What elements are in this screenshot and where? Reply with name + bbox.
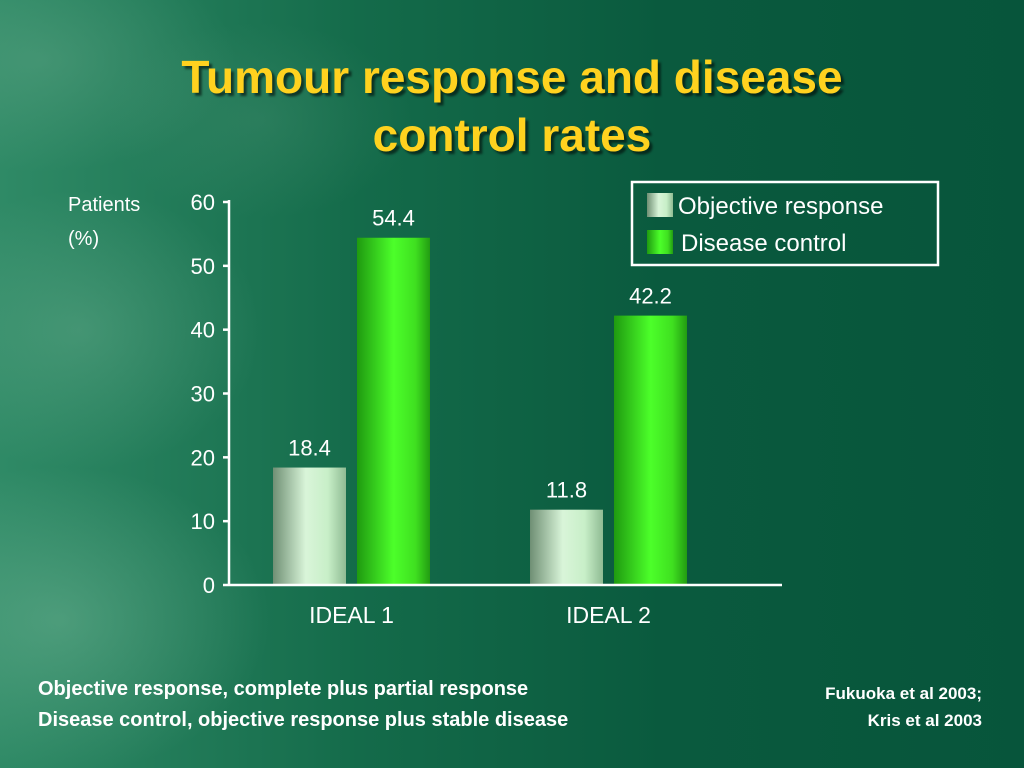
slide-title: Tumour response and disease control rate… bbox=[0, 48, 1024, 164]
data-label-objective-response-2: 11.8 bbox=[546, 478, 587, 503]
y-tick-label: 30 bbox=[191, 382, 215, 407]
legend-box bbox=[630, 180, 940, 267]
y-tick-label: 40 bbox=[191, 318, 215, 343]
legend-label-disease-control: Disease control bbox=[681, 230, 846, 257]
citation: Fukuoka et al 2003; Kris et al 2003 bbox=[825, 680, 982, 734]
data-label-disease-control-2: 42.2 bbox=[629, 284, 672, 309]
slide-title-line-1: Tumour response and disease bbox=[181, 51, 843, 103]
y-tick-label: 60 bbox=[191, 190, 215, 215]
y-axis-ticks: 0 10 20 30 40 50 60 bbox=[191, 190, 229, 598]
x-category-label: IDEAL 1 bbox=[309, 602, 394, 628]
bar-objective-response-2 bbox=[530, 509, 603, 585]
bar-data-labels: 18.4 54.4 11.8 42.2 bbox=[288, 206, 672, 503]
y-tick-label: 50 bbox=[191, 254, 215, 279]
y-axis-label-line-2: (%) bbox=[68, 228, 99, 250]
y-tick-label: 20 bbox=[191, 445, 215, 470]
citation-line-2: Kris et al 2003 bbox=[867, 711, 982, 730]
bar-disease-control-1 bbox=[357, 237, 430, 585]
legend-swatch-disease-control bbox=[647, 230, 673, 254]
legend-label-objective-response: Objective response bbox=[678, 193, 883, 220]
footnote-disease-control: Disease control, objective response plus… bbox=[38, 709, 569, 731]
footnote-objective-response: Objective response, complete plus partia… bbox=[38, 678, 529, 700]
legend: Objective response Disease control bbox=[630, 180, 940, 267]
y-axis-label-line-1: Patients bbox=[68, 194, 140, 216]
footnotes: Objective response, complete plus partia… bbox=[38, 674, 568, 736]
y-tick-label: 0 bbox=[203, 573, 215, 598]
y-tick-label: 10 bbox=[191, 509, 215, 534]
bar-objective-response-1 bbox=[273, 467, 346, 585]
bars-group bbox=[273, 237, 687, 585]
legend-swatch-objective-response bbox=[647, 193, 673, 217]
citation-line-1: Fukuoka et al 2003; bbox=[825, 684, 982, 703]
x-axis-labels: IDEAL 1 IDEAL 2 bbox=[309, 602, 651, 628]
x-category-label: IDEAL 2 bbox=[566, 602, 651, 628]
slide-title-line-2: control rates bbox=[372, 109, 652, 161]
data-label-objective-response-1: 18.4 bbox=[288, 436, 331, 461]
bar-disease-control-2 bbox=[614, 315, 687, 585]
data-label-disease-control-1: 54.4 bbox=[372, 206, 415, 231]
